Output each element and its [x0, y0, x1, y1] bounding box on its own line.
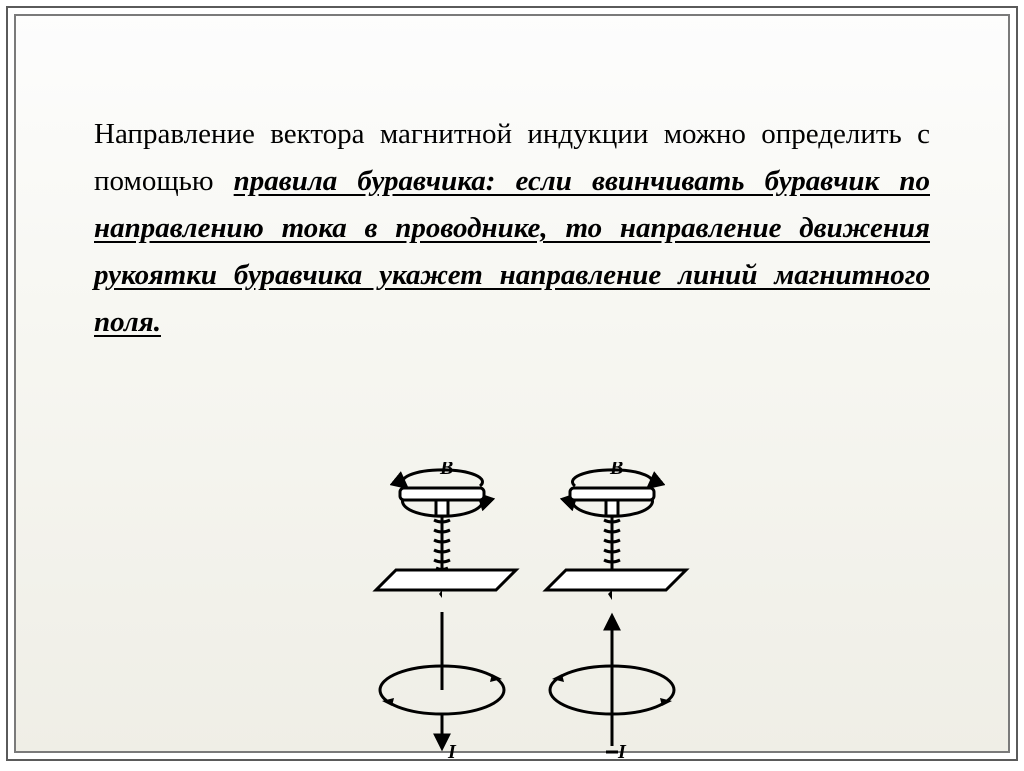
paragraph: Направление вектора магнитной индукции м… — [94, 111, 930, 346]
gimlet-figure: B — [94, 462, 930, 771]
panel-left: B — [376, 462, 516, 763]
label-B-right: B — [609, 462, 623, 479]
label-I-left: I — [447, 741, 457, 763]
slide-content: Направление вектора магнитной индукции м… — [94, 82, 930, 375]
label-I-right: I — [617, 741, 627, 763]
label-B-left: B — [439, 462, 453, 479]
gimlet-svg: B — [310, 462, 714, 766]
panel-right: B — [546, 462, 686, 763]
slide-frame: Направление вектора магнитной индукции м… — [0, 0, 1024, 767]
